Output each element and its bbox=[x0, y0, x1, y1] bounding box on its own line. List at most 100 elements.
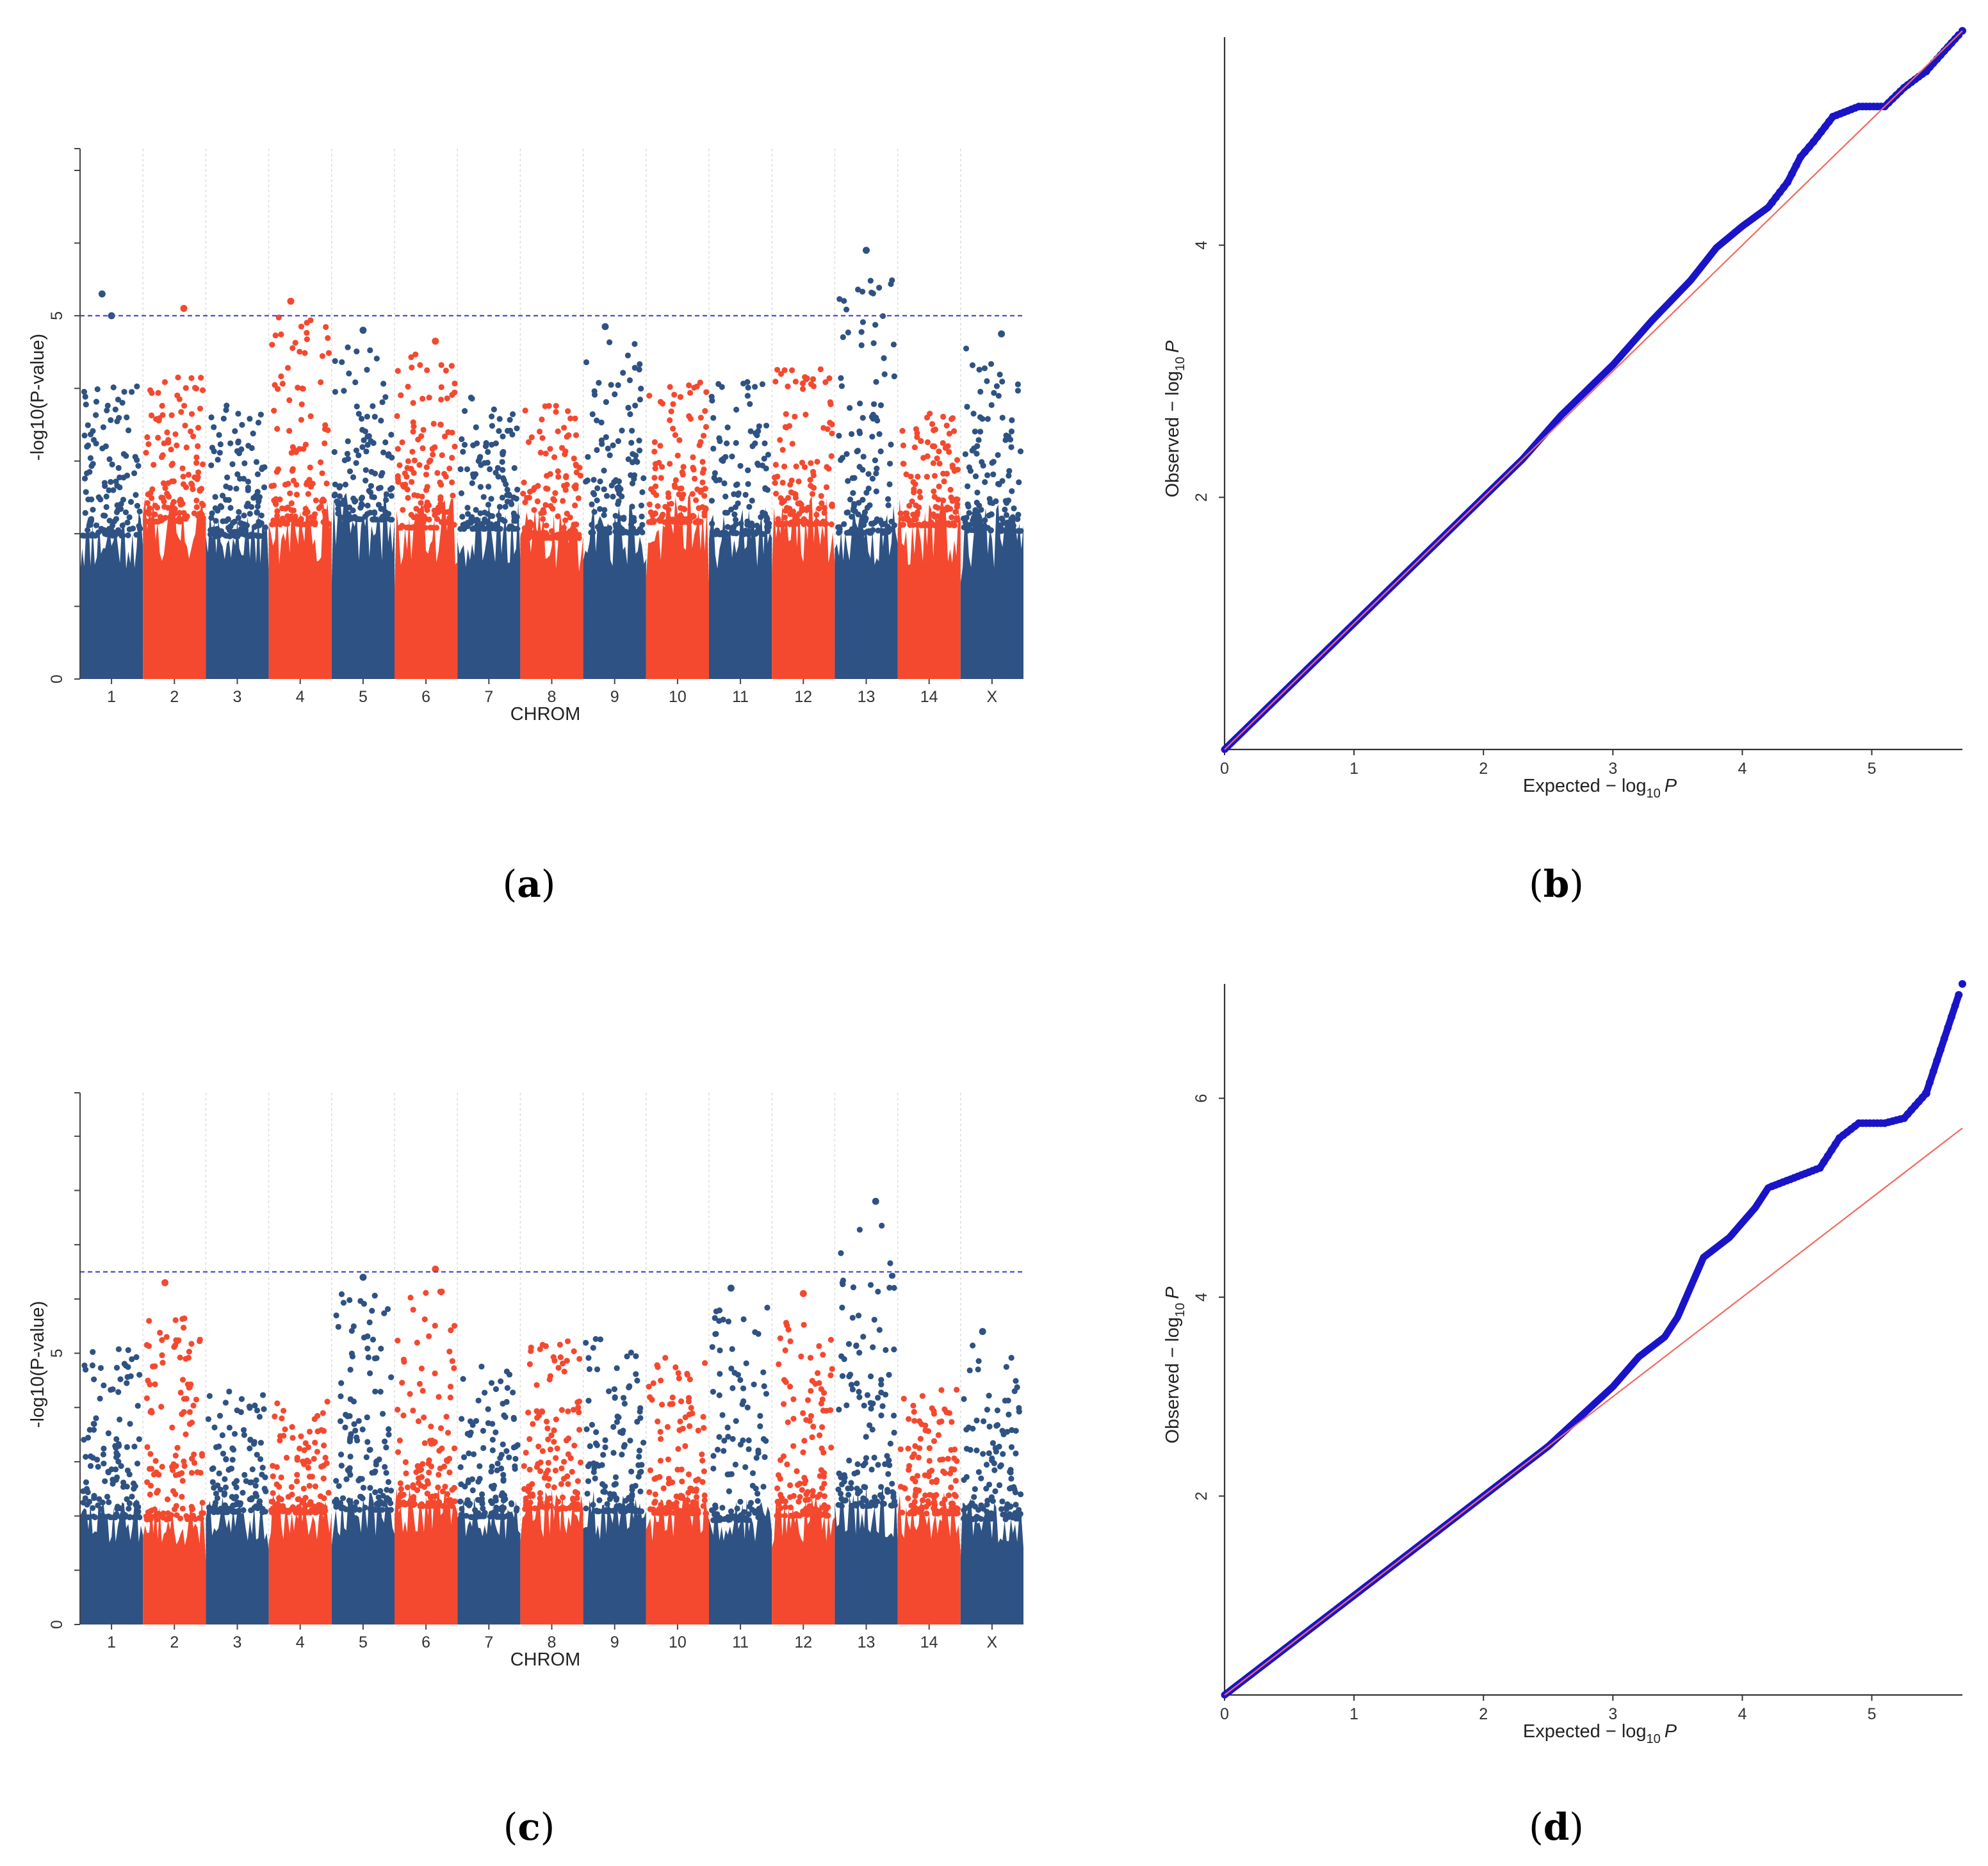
snp-point bbox=[525, 439, 532, 445]
snp-point bbox=[236, 475, 243, 482]
snp-point bbox=[220, 415, 227, 422]
snp-point bbox=[493, 440, 499, 446]
snp-point bbox=[507, 523, 513, 530]
snp-point bbox=[402, 470, 408, 477]
snp-point bbox=[703, 423, 710, 430]
snp-point bbox=[562, 517, 569, 523]
snp-point bbox=[638, 502, 645, 509]
snp-point bbox=[102, 512, 108, 519]
y-axis-title: Observed − log10P bbox=[1162, 1286, 1187, 1444]
snp-point bbox=[689, 491, 696, 497]
snp-point bbox=[170, 498, 177, 505]
snp-point bbox=[309, 480, 316, 487]
snp-point bbox=[353, 447, 360, 454]
snp-point bbox=[292, 340, 298, 346]
snp-point bbox=[511, 525, 517, 532]
snp-point bbox=[136, 508, 143, 514]
snp-point bbox=[451, 521, 457, 528]
snp-point bbox=[168, 412, 175, 418]
qq-point bbox=[1933, 1056, 1941, 1065]
snp-point bbox=[288, 450, 295, 456]
snp-point bbox=[444, 395, 450, 402]
snp-point bbox=[239, 421, 245, 428]
snp-point bbox=[441, 433, 448, 439]
snp-point bbox=[547, 471, 553, 477]
snp-point bbox=[81, 532, 88, 539]
snp-point bbox=[619, 427, 625, 434]
snp-point bbox=[480, 520, 487, 527]
snp-point bbox=[271, 407, 277, 414]
snp-point bbox=[307, 520, 314, 527]
snp-point bbox=[409, 448, 416, 455]
snp-point bbox=[106, 518, 113, 524]
snp-point bbox=[208, 414, 215, 421]
snp-point bbox=[319, 470, 325, 477]
snp-point bbox=[607, 452, 613, 459]
snp-point bbox=[489, 513, 496, 520]
snp-point bbox=[254, 489, 261, 495]
snp-point bbox=[181, 402, 188, 409]
snp-point bbox=[488, 413, 495, 420]
snp-point bbox=[363, 477, 369, 484]
snp-point bbox=[254, 509, 260, 516]
snp-point bbox=[371, 413, 378, 420]
snp-point bbox=[496, 503, 503, 510]
snp-point bbox=[509, 431, 516, 438]
snp-point bbox=[380, 513, 386, 520]
snp-point bbox=[274, 425, 281, 432]
snp-point bbox=[461, 441, 468, 448]
snp-point bbox=[323, 323, 329, 331]
snp-point bbox=[124, 472, 131, 479]
snp-point bbox=[245, 479, 252, 485]
snp-point bbox=[550, 496, 557, 502]
snp-point bbox=[194, 476, 200, 482]
snp-point bbox=[449, 479, 455, 486]
snp-point bbox=[164, 490, 170, 497]
snp-point bbox=[115, 464, 122, 471]
snp-point bbox=[209, 527, 216, 533]
snp-point bbox=[278, 331, 284, 338]
chrom-band-7 bbox=[457, 499, 521, 679]
snp-point bbox=[278, 373, 284, 380]
snp-point bbox=[233, 486, 240, 492]
snp-point bbox=[285, 480, 291, 487]
snp-point bbox=[208, 462, 215, 469]
snp-point bbox=[423, 464, 430, 470]
snp-point bbox=[522, 499, 528, 505]
snp-point bbox=[159, 402, 165, 409]
snp-point bbox=[624, 352, 631, 359]
snp-point bbox=[591, 509, 598, 515]
y-tick-label: 6 bbox=[1193, 1094, 1210, 1103]
snp-point bbox=[571, 455, 577, 462]
snp-point bbox=[378, 417, 384, 424]
qq-point bbox=[1944, 1024, 1952, 1032]
snp-point bbox=[464, 466, 471, 473]
snp-point bbox=[169, 461, 176, 467]
snp-point bbox=[504, 427, 511, 434]
snp-point bbox=[183, 385, 189, 391]
snp-point bbox=[227, 505, 234, 511]
chrom-band-6 bbox=[395, 498, 458, 679]
snp-point bbox=[258, 512, 265, 519]
x-tick-label: 2 bbox=[1479, 1705, 1488, 1723]
snp-point bbox=[364, 502, 371, 509]
snp-point bbox=[491, 406, 497, 413]
snp-point bbox=[149, 389, 155, 397]
qq-points bbox=[1221, 980, 1966, 1699]
snp-point bbox=[242, 532, 248, 538]
snp-point bbox=[346, 370, 352, 377]
snp-point bbox=[118, 532, 125, 539]
chrom-band-11 bbox=[709, 506, 772, 679]
snp-point bbox=[238, 525, 245, 532]
snp-point bbox=[356, 516, 363, 523]
snp-point bbox=[191, 384, 199, 391]
snp-point bbox=[93, 440, 99, 447]
snp-point bbox=[379, 399, 386, 405]
snp-point bbox=[639, 489, 646, 495]
snp-point bbox=[500, 466, 506, 473]
snp-point bbox=[197, 518, 203, 525]
snp-point bbox=[241, 512, 247, 519]
snp-point bbox=[606, 525, 613, 532]
snp-point bbox=[460, 521, 466, 528]
snp-point bbox=[628, 521, 635, 528]
